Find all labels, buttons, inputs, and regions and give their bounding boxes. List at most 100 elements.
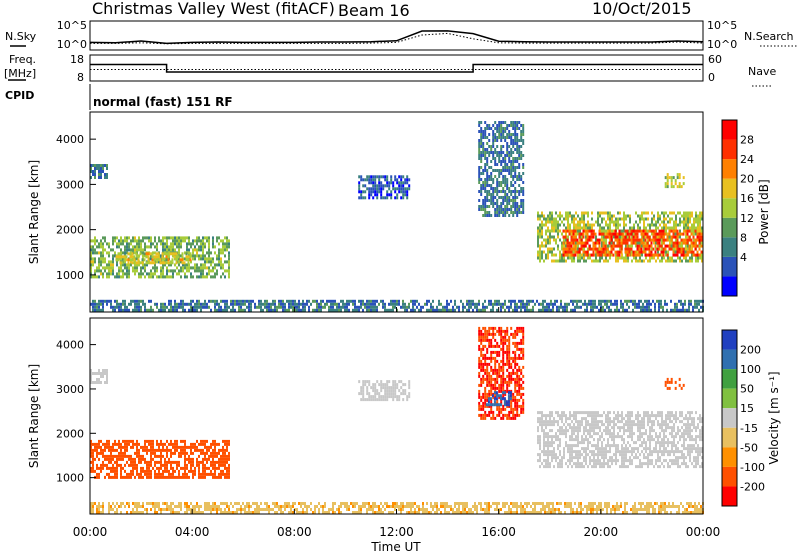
data-cell bbox=[646, 305, 648, 309]
data-cell bbox=[308, 305, 310, 309]
data-cell bbox=[178, 248, 180, 252]
freq-panel: Freq. [MHz] 18 8 Nave 60 0 bbox=[4, 53, 776, 87]
data-cell bbox=[124, 251, 126, 255]
data-cell bbox=[126, 236, 128, 240]
data-cell bbox=[549, 235, 551, 239]
data-cell bbox=[162, 472, 164, 476]
data-cell bbox=[685, 235, 687, 239]
data-cell bbox=[583, 217, 585, 221]
data-cell bbox=[202, 511, 204, 514]
data-cell bbox=[150, 448, 152, 452]
data-cell bbox=[145, 261, 148, 265]
data-cell bbox=[532, 508, 534, 511]
data-cell bbox=[114, 475, 116, 479]
data-cell bbox=[555, 253, 557, 257]
data-cell bbox=[316, 305, 318, 309]
data-cell bbox=[621, 217, 623, 221]
data-cell bbox=[698, 508, 700, 511]
data-cell bbox=[186, 236, 188, 240]
data-cell bbox=[94, 176, 96, 179]
data-cell bbox=[595, 253, 597, 257]
data-cell bbox=[108, 442, 110, 446]
data-cell bbox=[561, 244, 563, 248]
data-cell bbox=[592, 308, 594, 312]
data-cell bbox=[586, 505, 588, 508]
data-cell bbox=[522, 163, 525, 166]
data-cell bbox=[502, 136, 505, 139]
data-cell bbox=[699, 214, 701, 218]
data-cell bbox=[518, 175, 521, 178]
data-cell bbox=[150, 245, 152, 249]
data-cell bbox=[110, 272, 112, 276]
data-cell bbox=[222, 451, 224, 455]
data-cell bbox=[394, 187, 397, 191]
data-cell bbox=[200, 239, 202, 243]
data-cell bbox=[663, 223, 665, 227]
data-cell bbox=[132, 248, 134, 252]
data-cell bbox=[590, 305, 592, 309]
data-cell bbox=[518, 178, 521, 181]
data-cell bbox=[110, 505, 112, 508]
data-cell bbox=[648, 502, 650, 505]
data-cell bbox=[660, 250, 663, 254]
data-cell bbox=[362, 308, 364, 312]
data-cell bbox=[464, 511, 466, 514]
data-cell bbox=[218, 251, 220, 255]
data-cell bbox=[615, 256, 617, 260]
data-cell bbox=[520, 145, 523, 148]
data-cell bbox=[576, 511, 578, 514]
data-cell bbox=[162, 475, 164, 479]
data-cell bbox=[138, 299, 140, 303]
data-cell bbox=[578, 232, 581, 236]
data-cell bbox=[134, 302, 136, 306]
data-cell bbox=[598, 229, 601, 233]
data-cell bbox=[666, 302, 668, 306]
data-cell bbox=[92, 173, 94, 176]
data-cell bbox=[110, 445, 112, 449]
data-cell bbox=[614, 250, 617, 254]
data-cell bbox=[346, 505, 348, 508]
data-cell bbox=[484, 130, 487, 133]
data-cell bbox=[516, 142, 519, 145]
data-cell bbox=[484, 127, 487, 130]
data-cell bbox=[228, 245, 230, 249]
data-cell bbox=[418, 511, 420, 514]
data-cell bbox=[616, 244, 619, 248]
data-cell bbox=[542, 302, 544, 306]
data-cell bbox=[172, 239, 174, 243]
data-cell bbox=[388, 505, 390, 508]
data-cell bbox=[128, 263, 130, 267]
data-cell bbox=[698, 247, 701, 251]
data-cell bbox=[244, 308, 246, 312]
data-cell bbox=[152, 266, 154, 270]
data-cell bbox=[478, 145, 481, 148]
data-cell bbox=[422, 508, 424, 511]
data-cell bbox=[522, 205, 525, 208]
data-cell bbox=[168, 236, 170, 240]
data-cell bbox=[100, 463, 102, 467]
data-cell bbox=[412, 305, 414, 309]
data-cell bbox=[190, 260, 192, 264]
data-cell bbox=[115, 258, 118, 262]
data-cell bbox=[170, 302, 172, 306]
data-cell bbox=[90, 378, 92, 381]
data-cell bbox=[126, 445, 128, 449]
data-cell bbox=[112, 269, 114, 273]
data-cell bbox=[206, 257, 208, 261]
data-cell bbox=[254, 502, 256, 505]
data-cell bbox=[216, 257, 218, 261]
data-cell bbox=[577, 232, 579, 236]
data-cell bbox=[580, 305, 582, 309]
data-cell bbox=[678, 247, 681, 251]
data-cell bbox=[680, 502, 682, 505]
data-cell bbox=[666, 179, 669, 183]
data-cell bbox=[537, 244, 539, 248]
data-cell bbox=[502, 208, 505, 211]
data-cell bbox=[697, 259, 699, 263]
data-cell bbox=[228, 508, 230, 511]
data-cell bbox=[146, 466, 148, 470]
data-cell bbox=[90, 302, 92, 306]
data-cell bbox=[502, 305, 504, 309]
data-cell bbox=[628, 235, 631, 239]
data-cell bbox=[494, 208, 497, 211]
